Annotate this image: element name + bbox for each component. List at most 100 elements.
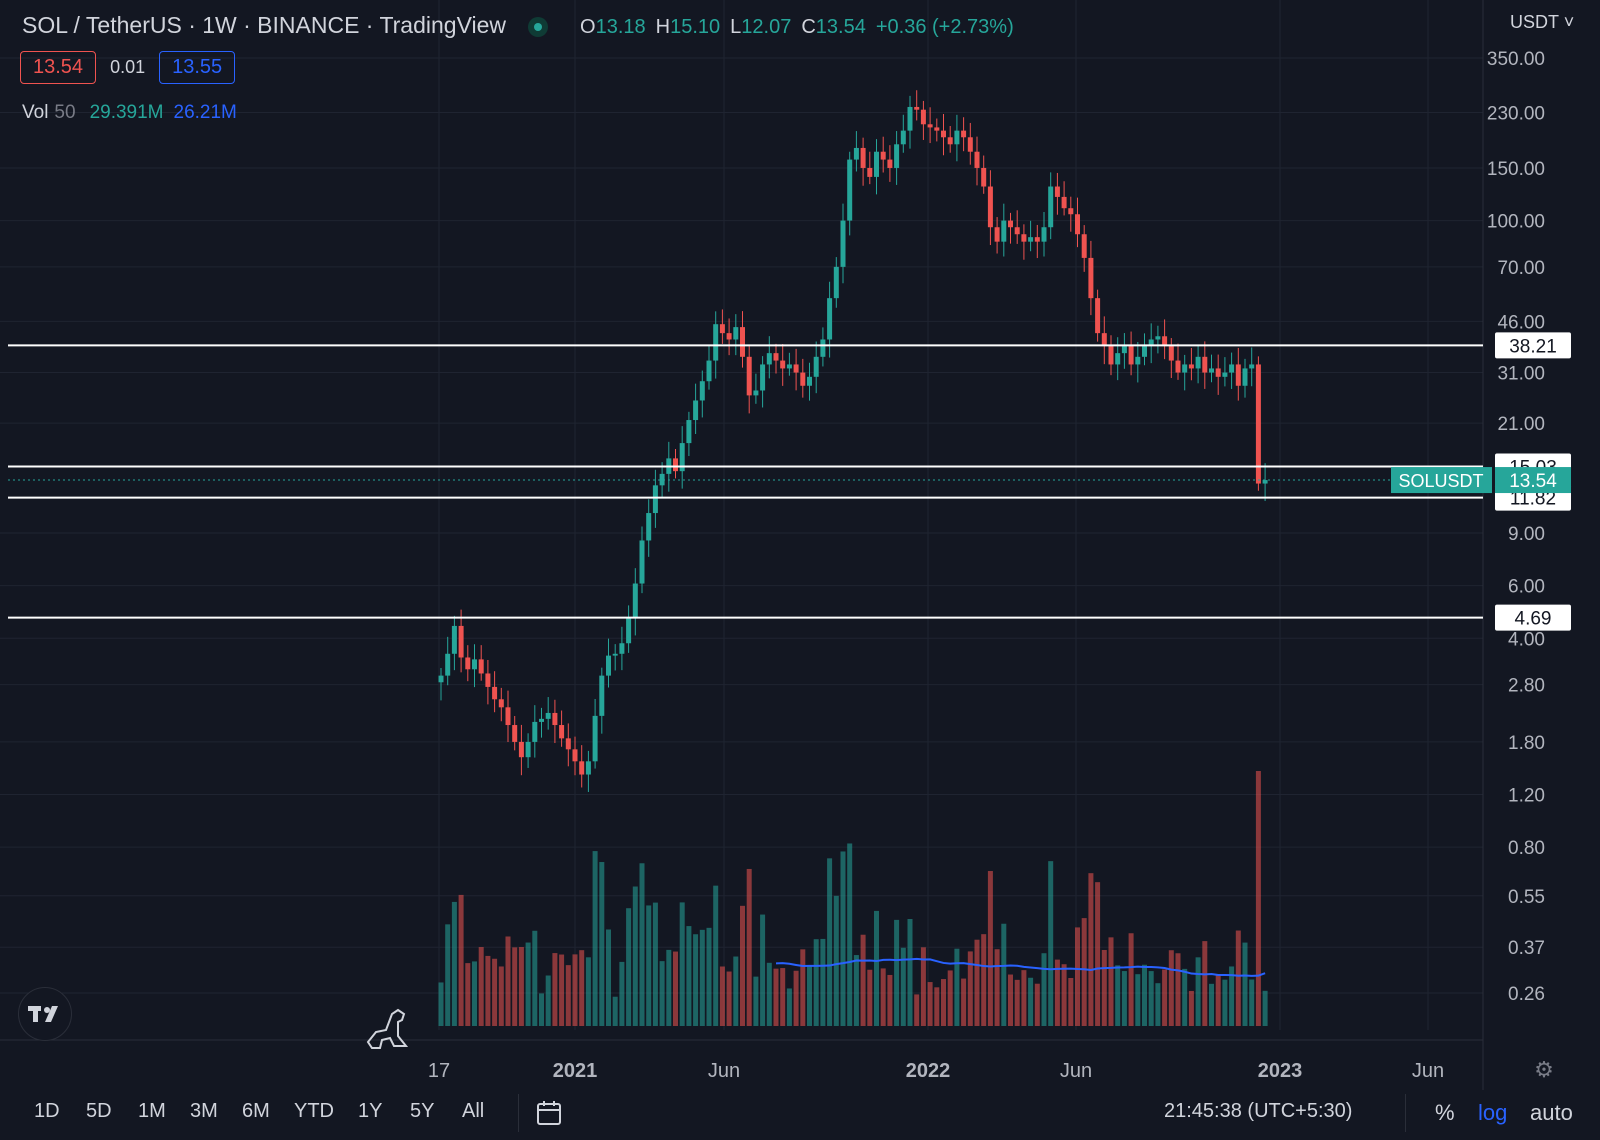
price-tick-label: 70.00: [1497, 258, 1545, 279]
candle-body: [967, 137, 973, 152]
high-value: 15.10: [670, 16, 721, 38]
volume-bar: [1121, 971, 1127, 1026]
volume-bar: [1142, 964, 1147, 1026]
candle-body: [498, 699, 504, 708]
candle-body: [1142, 346, 1147, 357]
candle-body: [579, 761, 585, 775]
volume-bar: [726, 971, 732, 1026]
volume-bar: [860, 934, 866, 1026]
candle-body: [887, 159, 893, 168]
volume-bar: [766, 962, 772, 1026]
volume-bar: [1229, 966, 1235, 1026]
candle-body: [1209, 368, 1214, 373]
candle-body: [773, 353, 779, 361]
timeframe-5d[interactable]: 5D: [86, 1100, 112, 1122]
sell-button[interactable]: 13.54: [20, 51, 97, 84]
buy-button[interactable]: 13.55: [159, 51, 236, 84]
candle-body: [518, 741, 524, 758]
volume-bar: [1222, 979, 1228, 1026]
price-axis[interactable]: 350.00 230.00 150.00 100.00 70.00 46.00 31.00 2…: [1487, 49, 1545, 1005]
market-status-icon[interactable]: [528, 16, 549, 37]
candle-body: [820, 339, 826, 357]
tradingview-logo-icon[interactable]: [18, 987, 72, 1041]
price-tick-label: 1.20: [1508, 786, 1545, 807]
candle-body: [733, 327, 739, 340]
log-scale-button[interactable]: log: [1478, 1100, 1508, 1125]
candle-body: [1148, 339, 1154, 347]
symbol-legend[interactable]: SOL / TetherUS · 1W · BINANCE · TradingV…: [22, 12, 1024, 39]
volume-bar: [840, 851, 846, 1026]
calendar-range-icon[interactable]: [536, 1100, 564, 1132]
volume-bar: [545, 975, 551, 1026]
timeframe-6m[interactable]: 6M: [242, 1100, 270, 1122]
volume-bar: [967, 951, 973, 1026]
currency-selector[interactable]: USDT ˅: [1510, 12, 1574, 33]
last-price-box: [1495, 467, 1571, 494]
volume-legend[interactable]: Vol 50 29.391M 26.21M: [22, 102, 237, 124]
volume-bar: [853, 955, 859, 1026]
volume-bar: [565, 965, 571, 1026]
candle-body: [599, 675, 605, 716]
volume-value: 29.391M: [89, 102, 164, 123]
bottom-toolbar: [0, 1090, 1600, 1140]
candle-body: [780, 360, 786, 369]
timeframe-ytd[interactable]: YTD: [294, 1100, 334, 1122]
candle-body: [726, 333, 732, 340]
time-tick-label: 2022: [906, 1060, 951, 1082]
volume-bar: [961, 978, 967, 1026]
price-tick-label: 0.26: [1508, 984, 1545, 1005]
volume-bar: [1048, 861, 1054, 1026]
volume-bar: [592, 851, 598, 1026]
volume-bar: [1088, 873, 1094, 1026]
percent-scale-button[interactable]: %: [1435, 1100, 1455, 1125]
volume-bar: [445, 924, 451, 1026]
volume-bar: [994, 949, 1000, 1026]
volume-bar: [438, 982, 444, 1026]
volume-bar: [1028, 977, 1034, 1026]
candle-body: [505, 707, 511, 726]
timeframe-1d[interactable]: 1D: [34, 1100, 60, 1122]
candle-body: [1168, 346, 1174, 361]
clock-display[interactable]: 21:45:38 (UTC+5:30): [1164, 1100, 1353, 1122]
dinosaur-icon[interactable]: [366, 1008, 409, 1049]
time-axis[interactable]: 17 2021 Jun 2022 Jun 2023 Jun: [428, 1060, 1444, 1082]
timeframe-5y[interactable]: 5Y: [410, 1100, 435, 1122]
price-line-label-box: [1495, 604, 1571, 631]
symbol-tag: SOLUSDT: [1398, 471, 1483, 491]
volume-bar: [920, 947, 926, 1026]
volume-bar: [1008, 974, 1013, 1026]
volume-bar: [833, 895, 839, 1026]
gear-icon[interactable]: ⚙: [1534, 1057, 1554, 1082]
candle-body: [706, 360, 712, 382]
price-line-label: 11.82: [1510, 489, 1556, 510]
candle-body: [920, 109, 926, 125]
timeframe-all[interactable]: All: [462, 1100, 485, 1122]
candle-body: [1202, 356, 1208, 373]
candle-body: [1229, 364, 1235, 373]
timeframe-3m[interactable]: 3M: [190, 1100, 218, 1122]
candle-body: [1088, 257, 1094, 299]
candle-body: [753, 390, 759, 396]
timeframe-1y[interactable]: 1Y: [358, 1100, 383, 1122]
volume-bar: [599, 862, 605, 1026]
candle-body: [1034, 237, 1040, 242]
candle-body: [539, 718, 544, 722]
candle-body: [1095, 298, 1101, 334]
volume-bar: [914, 994, 920, 1026]
volume-bar: [1095, 882, 1101, 1026]
candle-body: [512, 725, 518, 742]
volume-bar: [539, 993, 544, 1026]
volume-bar: [1168, 950, 1174, 1026]
candle-body: [1188, 364, 1194, 369]
symbol-title[interactable]: SOL / TetherUS · 1W · BINANCE · TradingV…: [22, 12, 507, 38]
candle-body: [947, 137, 953, 145]
candle-body: [585, 761, 591, 775]
auto-scale-button[interactable]: auto: [1530, 1100, 1573, 1125]
candle-body: [827, 298, 833, 340]
volume-bar: [947, 970, 953, 1026]
candle-body: [740, 327, 745, 357]
timeframe-1m[interactable]: 1M: [138, 1100, 166, 1122]
candle-body: [867, 167, 873, 177]
